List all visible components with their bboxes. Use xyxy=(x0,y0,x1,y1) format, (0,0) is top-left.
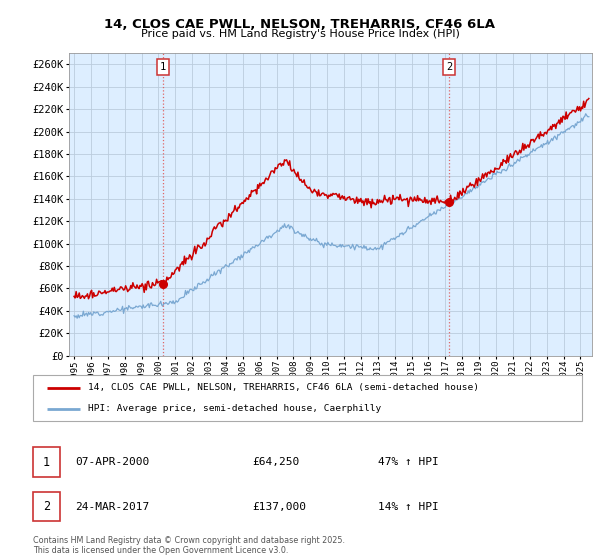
FancyBboxPatch shape xyxy=(33,492,60,521)
Text: £137,000: £137,000 xyxy=(252,502,306,512)
FancyBboxPatch shape xyxy=(33,447,60,477)
Text: Price paid vs. HM Land Registry's House Price Index (HPI): Price paid vs. HM Land Registry's House … xyxy=(140,29,460,39)
Text: 1: 1 xyxy=(43,455,50,469)
Text: 1: 1 xyxy=(160,62,166,72)
Text: 47% ↑ HPI: 47% ↑ HPI xyxy=(378,457,439,467)
Text: 14, CLOS CAE PWLL, NELSON, TREHARRIS, CF46 6LA (semi-detached house): 14, CLOS CAE PWLL, NELSON, TREHARRIS, CF… xyxy=(88,383,479,392)
Text: This data is licensed under the Open Government Licence v3.0.: This data is licensed under the Open Gov… xyxy=(33,546,289,555)
Text: 24-MAR-2017: 24-MAR-2017 xyxy=(75,502,149,512)
Text: 14, CLOS CAE PWLL, NELSON, TREHARRIS, CF46 6LA: 14, CLOS CAE PWLL, NELSON, TREHARRIS, CF… xyxy=(104,18,496,31)
Text: 07-APR-2000: 07-APR-2000 xyxy=(75,457,149,467)
FancyBboxPatch shape xyxy=(33,375,582,421)
Text: 2: 2 xyxy=(43,500,50,514)
Text: Contains HM Land Registry data © Crown copyright and database right 2025.: Contains HM Land Registry data © Crown c… xyxy=(33,536,345,545)
Text: 14% ↑ HPI: 14% ↑ HPI xyxy=(378,502,439,512)
Text: HPI: Average price, semi-detached house, Caerphilly: HPI: Average price, semi-detached house,… xyxy=(88,404,381,413)
Text: 2: 2 xyxy=(446,62,452,72)
Text: £64,250: £64,250 xyxy=(252,457,299,467)
